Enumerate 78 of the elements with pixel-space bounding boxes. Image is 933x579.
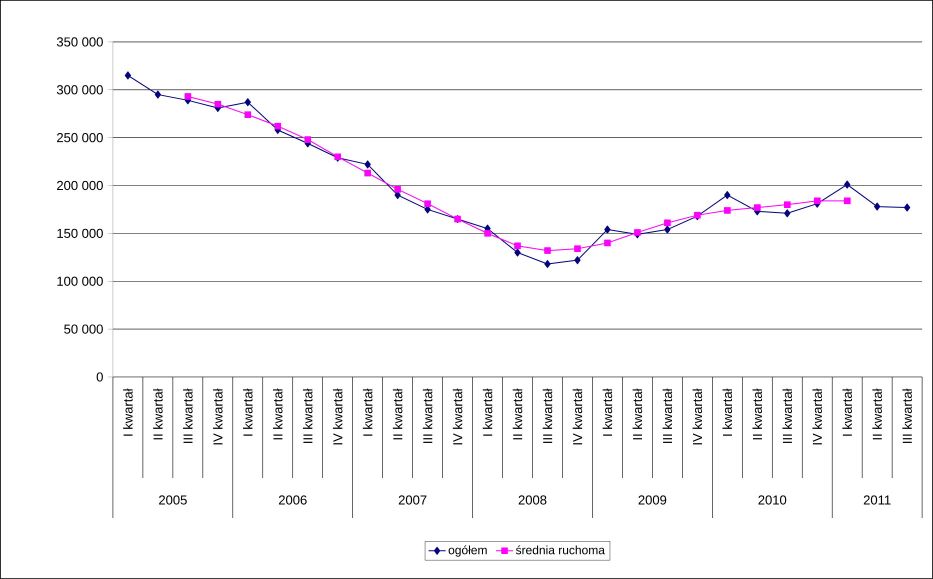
x-tick-label: I kwartał: [123, 388, 133, 436]
text: 2008: [518, 495, 546, 505]
x-tick-label: III kwartał: [183, 388, 193, 443]
y-tick-label: 200 000: [57, 180, 103, 190]
point: [544, 247, 551, 254]
point: [124, 71, 132, 80]
text: 2009: [638, 495, 666, 505]
point: [664, 220, 671, 226]
x-tick-label: IV kwartał: [812, 388, 822, 444]
x-tick-label: III kwartał: [902, 388, 912, 443]
y-tick-label: 50 000: [64, 324, 103, 334]
point: [844, 180, 850, 189]
x-tick-label: II kwartał: [752, 388, 762, 440]
y-tick-label: 250 000: [57, 133, 103, 142]
text: 2010: [758, 495, 786, 505]
x-tick-label: II kwartał: [153, 388, 163, 440]
text: 2005: [159, 495, 187, 505]
point: [244, 111, 252, 118]
x-tick-label: I kwartał: [602, 388, 612, 436]
point: [424, 200, 431, 208]
point: [724, 191, 730, 200]
point: [754, 204, 761, 211]
x-tick-label: I kwartał: [482, 388, 492, 436]
y-tick-label: 150 000: [57, 228, 103, 238]
point: [304, 136, 312, 143]
y-tick-label: 300 000: [56, 85, 103, 94]
x-tick-label: III kwartał: [422, 388, 432, 443]
point: [244, 98, 251, 106]
point: [784, 209, 790, 218]
x-tick-label: IV kwartał: [692, 388, 702, 444]
point: [364, 160, 371, 168]
point: [514, 242, 521, 250]
x-tick-label: III kwartał: [302, 388, 312, 443]
point: [484, 230, 491, 237]
point: [544, 260, 551, 268]
point: [574, 256, 581, 264]
point: [604, 226, 611, 234]
x-tick-label: I kwartał: [362, 388, 372, 436]
x-tick-label: II kwartał: [512, 388, 522, 440]
point: [604, 240, 611, 246]
y-tick-label: 100 000: [57, 276, 103, 286]
x-tick-label: II kwartał: [872, 388, 882, 440]
point: [574, 245, 581, 252]
x-tick-label: I kwartał: [722, 388, 732, 436]
x-tick-label: III kwartał: [662, 388, 672, 443]
point: [214, 100, 222, 108]
legend-label: średnia ruchoma: [516, 545, 605, 554]
text: 2011: [864, 495, 891, 505]
point: [274, 122, 282, 130]
x-tick-label: IV kwartał: [452, 388, 462, 444]
x-tick-label: I kwartał: [842, 388, 852, 436]
point: [784, 201, 791, 208]
x-tick-label: II kwartał: [272, 388, 283, 440]
point: [184, 93, 192, 100]
point: [724, 207, 731, 214]
point: [664, 226, 670, 234]
y-tick-label: 0: [96, 372, 103, 382]
text: 2007: [398, 495, 426, 505]
legend-label: ogółem: [448, 545, 487, 557]
point: [814, 198, 821, 204]
point: [394, 186, 401, 193]
y-tick-label: 350 000: [56, 37, 103, 47]
point: [874, 202, 880, 211]
x-tick-label: III kwartał: [782, 388, 792, 443]
x-tick-label: III kwartał: [542, 388, 552, 443]
point: [364, 170, 371, 176]
point: [634, 229, 641, 236]
point: [514, 248, 521, 257]
x-tick-label: IV kwartał: [213, 388, 223, 444]
x-tick-label: IV kwartał: [572, 388, 582, 444]
x-tick-label: II kwartał: [392, 388, 402, 440]
x-tick-label: IV kwartał: [332, 388, 342, 444]
point: [844, 198, 850, 204]
x-tick-label: I kwartał: [243, 388, 253, 436]
point: [904, 204, 910, 212]
point: [154, 90, 162, 99]
text: 2006: [278, 495, 307, 505]
x-tick-label: II kwartał: [632, 388, 642, 440]
